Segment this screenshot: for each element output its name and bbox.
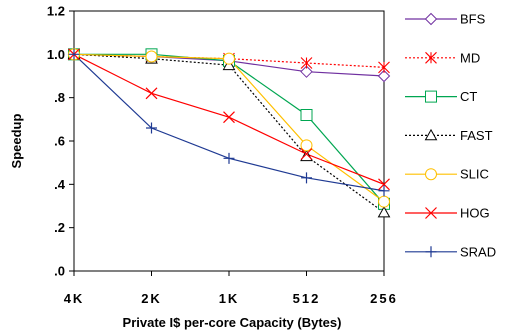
data-point-bfs xyxy=(300,65,313,78)
data-point-hog xyxy=(378,178,390,191)
y-tick-label: .6 xyxy=(54,134,65,149)
legend-marker-srad xyxy=(425,246,437,258)
data-point-srad xyxy=(378,185,390,197)
series-markers xyxy=(67,47,391,218)
legend-marker-md xyxy=(425,51,437,64)
data-point-slic xyxy=(378,195,390,208)
y-tick-label: .2 xyxy=(54,220,65,235)
legend-item-slic: SLIC xyxy=(405,167,489,182)
x-tick-label: 1K xyxy=(219,291,240,306)
legend-item-ct: CT xyxy=(405,89,477,104)
y-tick-label: .8 xyxy=(54,90,65,105)
data-point-slic xyxy=(300,139,313,152)
legend-label: FAST xyxy=(460,128,493,143)
y-tick-label: .0 xyxy=(54,264,65,279)
legend-marker-hog xyxy=(425,207,437,219)
data-point-ct xyxy=(300,109,313,121)
plot-frame xyxy=(73,10,385,272)
legend-marker-fast xyxy=(424,128,438,141)
legend-label: CT xyxy=(460,89,477,104)
data-point-hog xyxy=(300,148,313,160)
legend-label: BFS xyxy=(460,12,486,27)
data-point-hog xyxy=(145,87,158,100)
legend-label: HOG xyxy=(460,206,490,221)
legend-label: SRAD xyxy=(460,244,496,259)
y-tick-label: .4 xyxy=(54,177,66,192)
x-tick-label: 512 xyxy=(293,291,321,306)
y-tick-label: 1.2 xyxy=(47,4,65,19)
axis-ticks: .0 .2 .4 .6 .8 1.0 1.2 4K 2K 1K 512 256 xyxy=(47,4,398,307)
x-tick-label: 256 xyxy=(370,291,398,306)
legend-marker-ct xyxy=(425,90,437,103)
legend-item-md: MD xyxy=(405,50,480,65)
x-axis-title: Private I$ per-core Capacity (Bytes) xyxy=(123,315,342,330)
legend-item-srad: SRAD xyxy=(405,244,496,259)
data-point-md xyxy=(378,61,390,74)
legend-marker-bfs xyxy=(424,12,438,26)
series-lines xyxy=(73,53,385,213)
data-point-srad xyxy=(223,152,235,164)
data-point-srad xyxy=(146,122,157,134)
x-tick-label: 4K xyxy=(64,291,85,306)
data-point-slic xyxy=(145,50,158,63)
data-point-srad xyxy=(301,172,312,184)
y-axis-title: Speedup xyxy=(9,113,24,168)
legend-label: MD xyxy=(460,50,480,65)
series-line-srad xyxy=(73,53,385,192)
data-point-slic xyxy=(223,52,235,65)
data-point-srad xyxy=(68,48,80,60)
x-tick-label: 2K xyxy=(141,291,162,306)
legend-label: SLIC xyxy=(460,167,489,182)
legend-marker-slic xyxy=(425,168,437,181)
data-point-md xyxy=(300,57,313,69)
plot-axes xyxy=(73,10,385,272)
legend-item-hog: HOG xyxy=(405,206,490,221)
data-point-fast xyxy=(300,149,313,162)
y-tick-label: 1.0 xyxy=(47,47,65,62)
series-line-ct xyxy=(74,53,385,205)
data-point-fast xyxy=(377,205,391,218)
legend-item-bfs: BFS xyxy=(405,12,486,27)
legend: BFS MD CT FAST SLIC HOG SRAD xyxy=(405,12,496,259)
legend-item-fast: FAST xyxy=(405,128,493,143)
series-line-slic xyxy=(73,53,385,203)
data-point-bfs xyxy=(377,69,391,83)
data-point-hog xyxy=(223,111,235,124)
